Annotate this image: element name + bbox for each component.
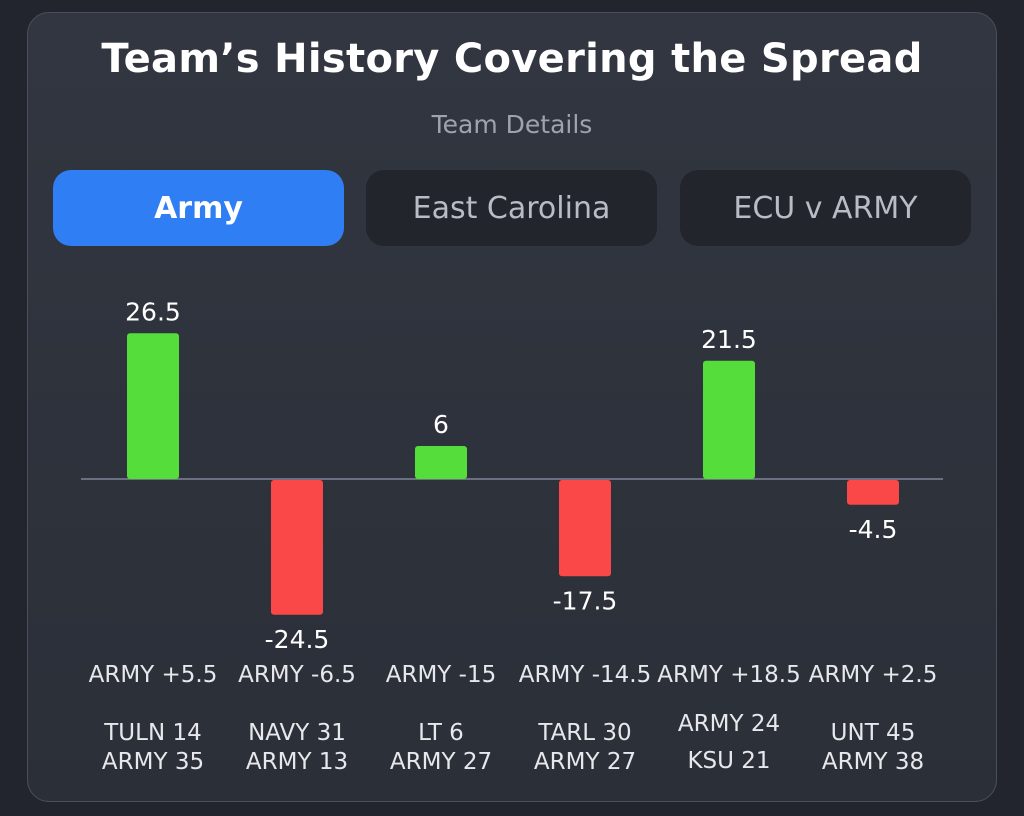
- bar: [271, 480, 323, 615]
- score-label: LT 6: [418, 720, 464, 746]
- score-label: TULN 14: [103, 720, 201, 746]
- page-subtitle: Team Details: [431, 110, 593, 139]
- score-label: ARMY 24: [678, 711, 780, 737]
- spread-label: ARMY -15: [386, 662, 497, 688]
- score-label: ARMY 35: [102, 749, 204, 775]
- spread-label: ARMY +18.5: [657, 662, 800, 688]
- bar-value-label: -4.5: [849, 515, 898, 544]
- spread-label: ARMY +5.5: [89, 662, 218, 688]
- chart-card: [27, 12, 997, 802]
- score-label: ARMY 27: [534, 749, 636, 775]
- score-label: ARMY 13: [246, 749, 348, 775]
- tab-army[interactable]: Army: [53, 170, 344, 246]
- spread-label: ARMY -6.5: [238, 662, 356, 688]
- bar: [127, 333, 179, 479]
- score-label: NAVY 31: [248, 720, 346, 746]
- bar-value-label: -17.5: [553, 586, 618, 615]
- bar-value-label: 26.5: [125, 297, 181, 326]
- score-label: ARMY 27: [390, 749, 492, 775]
- tab-east-carolina[interactable]: East Carolina: [366, 170, 657, 246]
- bar: [559, 480, 611, 577]
- bar: [415, 446, 467, 479]
- score-label: TARL 30: [537, 720, 631, 746]
- bar-value-label: -24.5: [265, 625, 330, 654]
- bar: [703, 360, 755, 479]
- score-label: KSU 21: [687, 748, 770, 774]
- tab-ecu-v-army[interactable]: ECU v ARMY: [680, 170, 971, 246]
- score-label: UNT 45: [831, 720, 916, 746]
- spread-label: ARMY -14.5: [519, 662, 651, 688]
- page-title: Team’s History Covering the Spread: [101, 36, 923, 82]
- score-label: ARMY 38: [822, 749, 924, 775]
- bar-value-label: 6: [433, 410, 449, 439]
- spread-label: ARMY +2.5: [809, 662, 938, 688]
- bar-value-label: 21.5: [701, 325, 757, 354]
- bar: [847, 480, 899, 505]
